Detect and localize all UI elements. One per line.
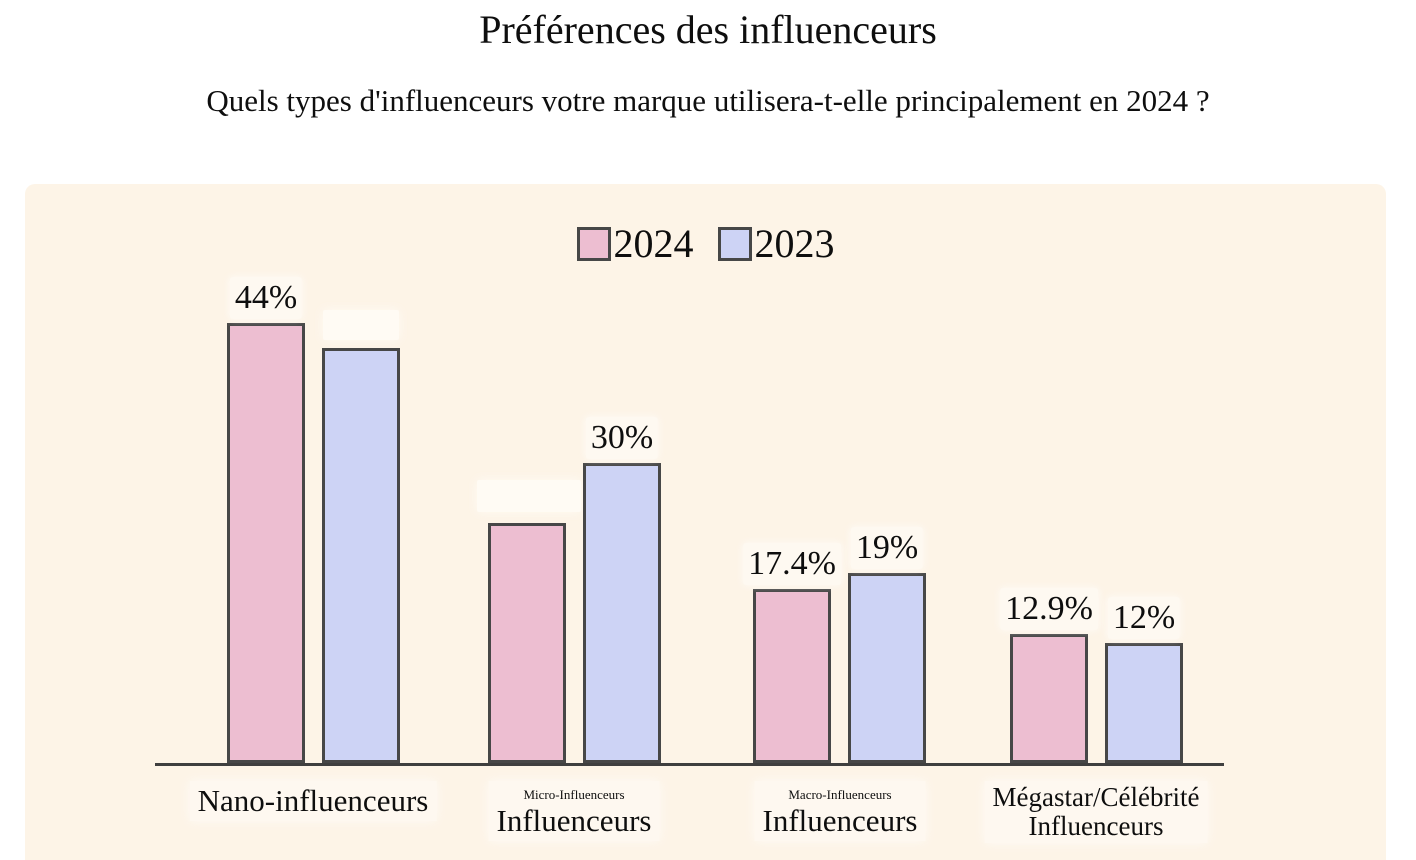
legend-item-2024: 2024 (576, 221, 694, 266)
chart-header: Préférences des influenceurs Quels types… (0, 6, 1416, 120)
category-label-macro: Macro-Influenceurs Influenceurs (754, 781, 926, 841)
bar-2024-megastar (1010, 634, 1088, 763)
value-label-2023-megastar: 12% (1107, 597, 1181, 639)
category-label-megastar: Mégastar/Célébrité Influenceurs (984, 781, 1208, 843)
chart-panel: 2024 2023 44% 17.4% 12.9% 30% 19% 12% Nano-inf… (25, 184, 1386, 860)
chart-subtitle: Quels types d'influenceurs votre marque … (206, 83, 1210, 118)
category-label-nano: Nano-influenceurs (189, 781, 437, 821)
bar-2023-megastar (1105, 643, 1183, 763)
legend-label-2023: 2023 (754, 221, 835, 266)
value-label-2024-nano: 44% (229, 277, 303, 319)
category-line-micro: Influenceurs (496, 803, 652, 838)
bar-2024-nano (227, 323, 305, 763)
category-line-macro: Influenceurs (762, 803, 918, 838)
category-line-megastar: Influenceurs (1028, 811, 1164, 841)
legend-label-2024: 2024 (613, 221, 694, 266)
value-label-2023-micro: 30% (585, 417, 659, 459)
legend-swatch-2023 (717, 227, 752, 261)
bar-2023-micro (583, 463, 661, 763)
legend-swatch-2024 (576, 227, 611, 261)
bar-2024-micro (488, 523, 566, 763)
category-line-micro: Micro-Influenceurs (523, 787, 625, 802)
x-axis (155, 763, 1224, 766)
legend: 2024 2023 (25, 224, 1386, 264)
category-line-nano: Nano-influenceurs (197, 783, 429, 818)
category-label-micro: Micro-Influenceurs Influenceurs (488, 781, 660, 841)
chart-title: Préférences des influenceurs (479, 7, 937, 52)
bar-2023-nano (322, 348, 400, 763)
value-label-2024-macro: 17.4% (743, 543, 841, 585)
value-label-2024-megastar: 12.9% (1000, 588, 1098, 630)
bar-2024-macro (753, 589, 831, 763)
category-line-macro: Macro-Influenceurs (788, 787, 892, 802)
erased-label-artifact-micro-2024 (477, 480, 581, 512)
plot-area: 44% 17.4% 12.9% 30% 19% 12% Nano-influenceurs M… (25, 184, 1386, 860)
value-label-2023-macro: 19% (850, 527, 924, 569)
legend-item-2023: 2023 (717, 221, 835, 266)
bar-2023-macro (848, 573, 926, 763)
category-line-megastar: Mégastar/Célébrité (992, 782, 1200, 812)
erased-label-artifact-nano-2023 (323, 310, 399, 340)
